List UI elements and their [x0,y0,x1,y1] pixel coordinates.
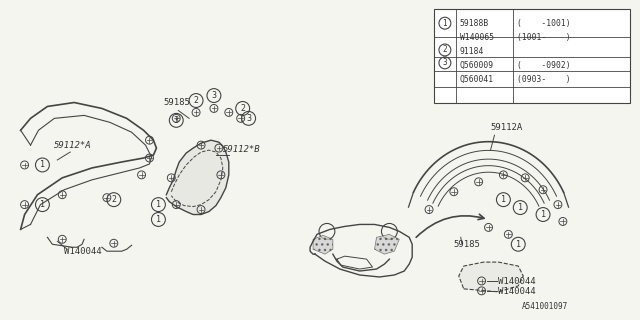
Text: 1: 1 [40,200,45,209]
Text: 2: 2 [240,104,245,113]
Polygon shape [166,140,228,214]
Text: 1: 1 [156,215,161,224]
Polygon shape [459,262,524,292]
Text: 1: 1 [501,195,506,204]
Text: 59185: 59185 [163,99,190,108]
Text: 1: 1 [518,203,523,212]
Text: 3: 3 [211,91,216,100]
Text: 59112A: 59112A [490,123,523,132]
Polygon shape [374,234,399,254]
Text: 91184: 91184 [460,47,484,56]
Text: A541001097: A541001097 [522,302,568,311]
Text: 2: 2 [193,96,198,105]
Text: 3: 3 [443,58,447,67]
Text: 59185: 59185 [454,240,481,249]
Text: Q560041: Q560041 [460,75,494,84]
Text: 1: 1 [156,200,161,209]
Text: 59112*B: 59112*B [223,145,260,154]
Text: W140044: W140044 [499,287,536,296]
Text: 3: 3 [246,114,251,123]
FancyBboxPatch shape [434,9,630,103]
Text: (    -0902): ( -0902) [517,61,571,70]
Text: 2: 2 [111,195,116,204]
Text: 59188B: 59188B [460,19,489,28]
Polygon shape [313,235,333,254]
Text: 1: 1 [443,19,447,28]
Text: W140044: W140044 [64,247,102,256]
Text: (1001-    ): (1001- ) [517,33,571,42]
Text: (    -1001): ( -1001) [517,19,571,28]
Text: 1: 1 [516,240,521,249]
Text: 59112*A: 59112*A [54,141,92,150]
Text: Q560009: Q560009 [460,61,494,70]
Text: 1: 1 [40,160,45,170]
Text: W140065: W140065 [460,33,494,42]
Text: (0903-    ): (0903- ) [517,75,571,84]
Text: 1: 1 [541,210,545,219]
Text: 3: 3 [173,116,179,125]
Text: W140044: W140044 [499,277,536,286]
Text: 2: 2 [443,45,447,54]
